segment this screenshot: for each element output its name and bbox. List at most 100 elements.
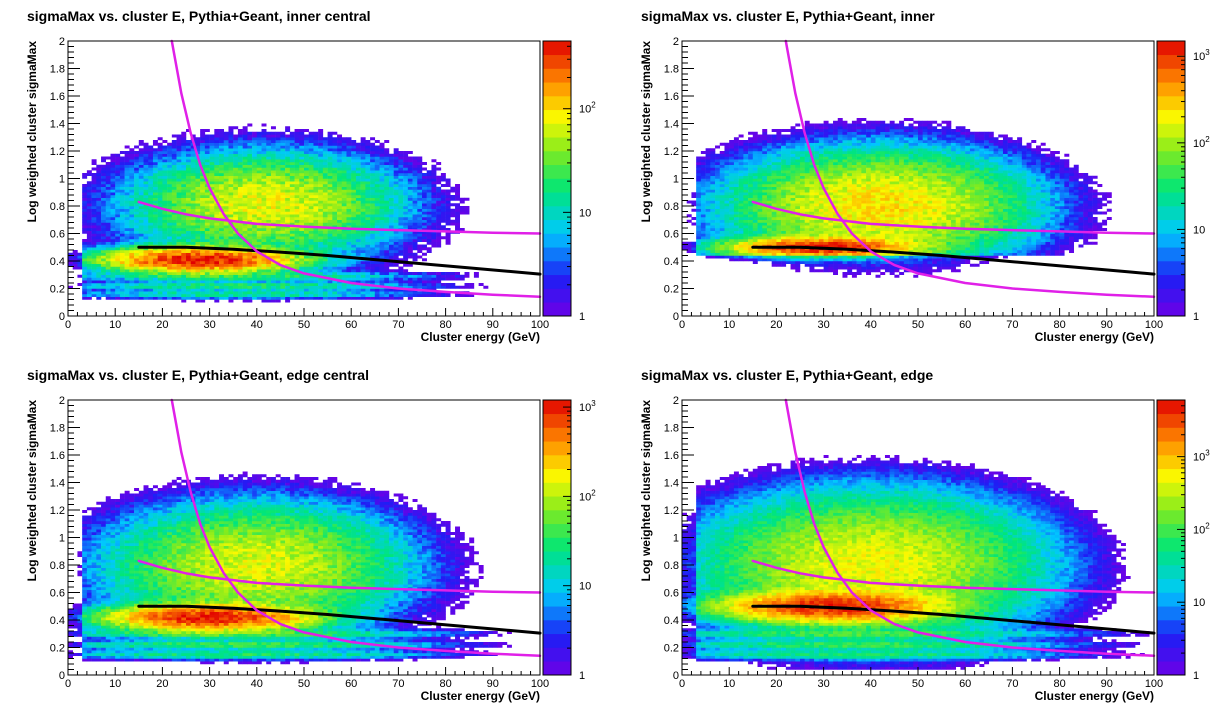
x-tick-label: 90 <box>1101 678 1113 690</box>
y-tick-label: 0.4 <box>664 615 679 627</box>
x-tick-label: 50 <box>912 319 924 331</box>
curve-0 <box>751 604 1156 635</box>
x-tick-label: 10 <box>723 319 735 331</box>
y-tick-label: 0.4 <box>664 256 679 268</box>
x-tick-label: 70 <box>392 319 404 331</box>
y-tick-label: 0 <box>59 311 65 323</box>
curve-0 <box>137 604 542 635</box>
x-tick-label: 60 <box>345 678 357 690</box>
z-tick-label: 103 <box>1193 48 1210 63</box>
x-tick-label: 40 <box>865 319 877 331</box>
y-tick-label: 1.8 <box>664 423 679 435</box>
y-tick-label: 2 <box>673 395 679 407</box>
x-tick-label: 0 <box>65 319 71 331</box>
x-tick-label: 70 <box>392 678 404 690</box>
x-tick-label: 40 <box>251 319 263 331</box>
x-tick-label: 50 <box>298 678 310 690</box>
x-tick-label: 20 <box>156 319 168 331</box>
y-tick-label: 0 <box>673 670 679 682</box>
x-tick-label: 90 <box>487 319 499 331</box>
y-tick-label: 1.2 <box>664 505 679 517</box>
x-tick-label: 90 <box>487 678 499 690</box>
z-tick-label: 103 <box>1193 449 1210 464</box>
x-tick-label: 70 <box>1006 678 1018 690</box>
y-tick-label: 1.2 <box>664 146 679 158</box>
x-tick-label: 30 <box>817 319 829 331</box>
z-tick-label: 102 <box>579 488 596 503</box>
y-tick-label: 1 <box>673 174 679 186</box>
y-tick-label: 0.2 <box>664 284 679 296</box>
x-axis-label: Cluster energy (GeV) <box>421 689 540 703</box>
x-tick-label: 100 <box>1145 319 1163 331</box>
heatmap-cells <box>68 123 489 303</box>
heatmap-cells <box>682 455 1150 670</box>
y-tick-label: 0.2 <box>664 643 679 655</box>
z-tick-label: 1 <box>1193 670 1199 682</box>
panel-edge: sigmaMax vs. cluster E, Pythia+Geant, ed… <box>614 359 1228 718</box>
x-tick-label: 60 <box>345 319 357 331</box>
y-tick-label: 0.8 <box>50 201 65 213</box>
x-axis: 0 10 20 30 40 50 60 70 80 90 100 <box>65 308 549 331</box>
x-tick-label: 20 <box>156 678 168 690</box>
z-tick-label: 1 <box>579 670 585 682</box>
x-tick-label: 50 <box>298 319 310 331</box>
z-tick-label: 1 <box>579 311 585 323</box>
y-tick-label: 1.2 <box>50 146 65 158</box>
x-tick-label: 100 <box>531 319 549 331</box>
curve-1 <box>784 398 1156 658</box>
x-tick-label: 60 <box>959 319 971 331</box>
y-tick-label: 0.2 <box>50 284 65 296</box>
x-axis: 0 10 20 30 40 50 60 70 80 90 100 <box>679 667 1163 690</box>
x-axis: 0 10 20 30 40 50 60 70 80 90 100 <box>65 667 549 690</box>
color-scale: 1 10 102 <box>542 40 596 323</box>
curve-1 <box>784 39 1156 299</box>
curve-2 <box>751 200 1156 235</box>
y-tick-label: 0.6 <box>50 588 65 600</box>
curve-2 <box>137 200 542 235</box>
x-tick-label: 80 <box>439 678 451 690</box>
x-tick-label: 80 <box>439 319 451 331</box>
y-tick-label: 1.4 <box>50 119 65 131</box>
chart-title: sigmaMax vs. cluster E, Pythia+Geant, in… <box>27 8 371 24</box>
y-tick-label: 1 <box>673 533 679 545</box>
y-tick-label: 1.4 <box>664 478 679 490</box>
panel-inner: sigmaMax vs. cluster E, Pythia+Geant, in… <box>614 0 1228 359</box>
z-tick-label: 10 <box>1193 224 1205 236</box>
chart-title: sigmaMax vs. cluster E, Pythia+Geant, ed… <box>27 367 369 383</box>
x-tick-label: 40 <box>251 678 263 690</box>
y-axis: 0 0.2 0.4 0.6 0.8 1 1.2 1.4 1.6 1.8 2 <box>50 36 80 323</box>
x-axis: 0 10 20 30 40 50 60 70 80 90 100 <box>679 308 1163 331</box>
z-tick-label: 102 <box>579 101 596 116</box>
y-tick-label: 1 <box>59 174 65 186</box>
curve-1 <box>170 39 542 299</box>
y-axis: 0 0.2 0.4 0.6 0.8 1 1.2 1.4 1.6 1.8 2 <box>664 395 694 682</box>
x-tick-label: 10 <box>109 319 121 331</box>
x-tick-label: 60 <box>959 678 971 690</box>
x-tick-label: 30 <box>203 319 215 331</box>
x-tick-label: 30 <box>203 678 215 690</box>
curve-2 <box>751 559 1156 594</box>
x-tick-label: 80 <box>1053 678 1065 690</box>
heatmap-cells <box>68 471 512 665</box>
y-tick-label: 1.4 <box>50 478 65 490</box>
y-tick-label: 1.8 <box>664 64 679 76</box>
y-tick-label: 0.6 <box>664 588 679 600</box>
x-tick-label: 0 <box>679 678 685 690</box>
z-tick-label: 102 <box>1193 521 1210 536</box>
x-tick-label: 40 <box>865 678 877 690</box>
curve-0 <box>137 245 542 276</box>
y-tick-label: 0.8 <box>664 560 679 572</box>
x-tick-label: 80 <box>1053 319 1065 331</box>
color-scale: 1 10 102 103 <box>1156 40 1210 323</box>
y-tick-label: 0.4 <box>50 256 65 268</box>
panel-edge-central: sigmaMax vs. cluster E, Pythia+Geant, ed… <box>0 359 614 718</box>
y-tick-label: 0.8 <box>664 201 679 213</box>
y-axis: 0 0.2 0.4 0.6 0.8 1 1.2 1.4 1.6 1.8 2 <box>664 36 694 323</box>
x-axis-label: Cluster energy (GeV) <box>421 330 540 344</box>
color-scale: 1 10 102 103 <box>1156 399 1210 682</box>
y-tick-label: 1 <box>59 533 65 545</box>
z-tick-label: 1 <box>1193 311 1199 323</box>
x-tick-label: 20 <box>770 678 782 690</box>
